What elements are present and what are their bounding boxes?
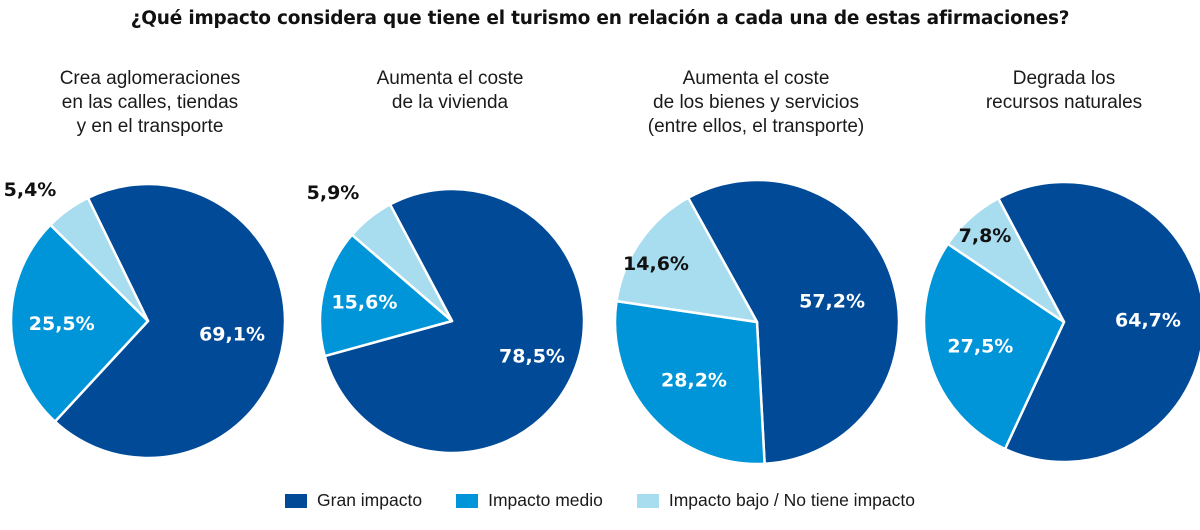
pie-subtitle-bienes-servicios: Aumenta el coste de los bienes y servici… bbox=[647, 68, 865, 137]
pie-2-label-impacto-medio: 15,6% bbox=[331, 291, 397, 313]
pie-1-label-gran-impacto: 69,1% bbox=[199, 323, 265, 345]
pie-2-slice-gran-impacto bbox=[323, 187, 586, 455]
pie-4-slice-impacto-bajo bbox=[946, 197, 1066, 324]
pie-chart-2: 78,5% 15,6% 5,9% bbox=[307, 182, 586, 455]
pie-2-label-gran-impacto: 78,5% bbox=[499, 345, 565, 367]
pie-charts: 69,1% 25,5% 5,4% 78,5% 15,6% 5,9% 57,2% 28,2% 14… bbox=[4, 178, 1200, 466]
pie-chart-3: 57,2% 28,2% 14,6% bbox=[613, 178, 901, 466]
pie-1-label-impacto-medio: 25,5% bbox=[29, 313, 95, 335]
pie-3-label-impacto-medio: 28,2% bbox=[661, 369, 727, 391]
pie-1-slice-gran-impacto bbox=[53, 182, 287, 460]
legend-item-medio: Impacto medio bbox=[456, 490, 603, 511]
pie-2-slice-impacto-medio bbox=[318, 233, 454, 358]
pie-chart-4: 64,7% 27,5% 7,8% bbox=[922, 180, 1200, 464]
pie-4-slice-gran-impacto bbox=[997, 180, 1200, 464]
legend-item-gran: Gran impacto bbox=[285, 490, 422, 511]
pie-1-slice-impacto-medio bbox=[9, 223, 150, 423]
pie-2-label-impacto-bajo: 5,9% bbox=[307, 182, 360, 204]
pie-3-slice-impacto-bajo bbox=[615, 196, 759, 324]
legend-swatch-medio bbox=[456, 493, 479, 508]
legend-swatch-bajo bbox=[636, 493, 659, 508]
pie-4-label-gran-impacto: 64,7% bbox=[1115, 310, 1181, 332]
pie-4-slice-impacto-medio bbox=[922, 242, 1066, 451]
pie-3-slice-impacto-medio bbox=[613, 299, 766, 466]
pie-subtitle-recursos: Degrada los recursos naturales bbox=[985, 68, 1143, 113]
pie-chart-1: 69,1% 25,5% 5,4% bbox=[4, 179, 287, 460]
legend: Gran impacto Impacto medio Impacto bajo … bbox=[0, 490, 1200, 511]
pie-1-slice-impacto-bajo bbox=[49, 196, 150, 323]
legend-label-gran: Gran impacto bbox=[317, 490, 423, 510]
chart-title: ¿Qué impacto considera que tiene el turi… bbox=[130, 8, 1070, 29]
pie-2-slice-impacto-bajo bbox=[350, 203, 454, 323]
pie-subtitle-aglomeraciones: Crea aglomeraciones en las calles, tiend… bbox=[59, 68, 241, 137]
legend-label-bajo: Impacto bajo / No tiene impacto bbox=[668, 490, 915, 510]
pie-4-label-impacto-medio: 27,5% bbox=[947, 335, 1013, 357]
pie-3-label-gran-impacto: 57,2% bbox=[799, 290, 865, 312]
legend-item-bajo: Impacto bajo / No tiene impacto bbox=[636, 490, 915, 511]
pie-3-label-impacto-bajo: 14,6% bbox=[623, 253, 689, 275]
pie-subtitle-vivienda: Aumenta el coste de la vivienda bbox=[376, 68, 524, 113]
pie-4-label-impacto-bajo: 7,8% bbox=[959, 225, 1012, 247]
legend-swatch-gran bbox=[285, 493, 308, 508]
legend-label-medio: Impacto medio bbox=[488, 490, 603, 510]
pie-1-label-impacto-bajo: 5,4% bbox=[4, 179, 57, 201]
pie-3-slice-gran-impacto bbox=[686, 178, 901, 466]
